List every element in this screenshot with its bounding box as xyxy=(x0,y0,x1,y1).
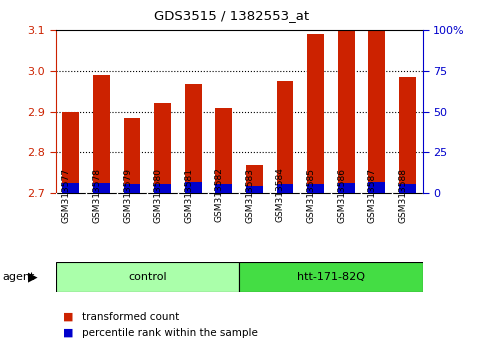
Bar xyxy=(215,184,232,193)
Text: GSM313580: GSM313580 xyxy=(154,167,163,223)
Text: GSM313586: GSM313586 xyxy=(337,167,346,223)
Text: htt-171-82Q: htt-171-82Q xyxy=(297,272,365,282)
FancyBboxPatch shape xyxy=(239,262,423,292)
Text: GSM313588: GSM313588 xyxy=(398,167,407,223)
Bar xyxy=(399,77,416,193)
Bar xyxy=(307,34,324,193)
Bar xyxy=(185,182,201,193)
Text: ■: ■ xyxy=(63,328,73,338)
Bar xyxy=(369,182,385,193)
Bar xyxy=(277,184,293,193)
Text: transformed count: transformed count xyxy=(82,312,179,322)
Bar xyxy=(338,183,355,193)
FancyBboxPatch shape xyxy=(56,262,239,292)
Bar xyxy=(93,183,110,193)
Text: GSM313587: GSM313587 xyxy=(368,167,377,223)
Text: GSM313581: GSM313581 xyxy=(184,167,193,223)
Text: GSM313577: GSM313577 xyxy=(62,167,71,223)
Bar xyxy=(277,81,293,193)
Bar xyxy=(246,185,263,193)
Text: GSM313578: GSM313578 xyxy=(92,167,101,223)
Bar xyxy=(307,184,324,193)
Bar xyxy=(93,75,110,193)
Text: ▶: ▶ xyxy=(28,270,38,284)
Bar xyxy=(62,183,79,193)
Text: GSM313583: GSM313583 xyxy=(245,167,255,223)
Text: GSM313585: GSM313585 xyxy=(307,167,315,223)
Bar xyxy=(338,20,355,193)
Bar xyxy=(399,184,416,193)
Bar xyxy=(215,108,232,193)
Text: GSM313584: GSM313584 xyxy=(276,167,285,222)
Bar xyxy=(124,184,141,193)
Text: agent: agent xyxy=(2,272,35,282)
Text: GSM313579: GSM313579 xyxy=(123,167,132,223)
Bar xyxy=(369,20,385,193)
Bar xyxy=(154,184,171,193)
Text: GSM313582: GSM313582 xyxy=(215,167,224,222)
Bar xyxy=(246,165,263,193)
Bar xyxy=(62,112,79,193)
Text: control: control xyxy=(128,272,167,282)
Bar xyxy=(124,118,141,193)
Text: ■: ■ xyxy=(63,312,73,322)
Text: GDS3515 / 1382553_at: GDS3515 / 1382553_at xyxy=(154,9,310,22)
Text: percentile rank within the sample: percentile rank within the sample xyxy=(82,328,258,338)
Bar xyxy=(185,84,201,193)
Bar xyxy=(154,103,171,193)
